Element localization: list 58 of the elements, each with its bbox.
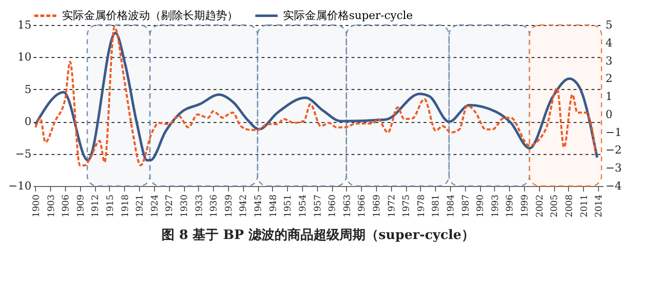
x-tick-label: 1981 (432, 194, 442, 218)
x-tick-label: 1939 (224, 194, 234, 218)
x-tick-label: 1993 (490, 194, 501, 218)
x-tick-label: 1996 (506, 194, 516, 218)
x-tick-label: 1975 (402, 194, 412, 218)
x-tick-label: 1900 (32, 194, 42, 218)
y-tick-label: 5 (24, 82, 32, 96)
text: 图 8 基于 BP 滤波的商品超级周期（super-cycle） (162, 226, 474, 243)
x-tick-label: 1984 (446, 194, 457, 218)
x-tick-label: 1933 (194, 194, 205, 218)
x-tick-label: 1951 (284, 194, 294, 218)
x-tick-label: 1978 (416, 194, 427, 218)
y2-tick-label: 2 (606, 72, 612, 86)
x-tick-label: 1960 (328, 194, 338, 218)
x-tick-label: 1954 (298, 194, 308, 218)
x-tick-label: 1942 (239, 194, 250, 218)
y2-tick-label: 3 (606, 54, 612, 68)
x-tick-label: 1969 (372, 194, 382, 218)
y-tick-label: −10 (8, 180, 32, 192)
x-tick-label: 1945 (254, 194, 264, 218)
x-tick-label: 1990 (476, 194, 486, 218)
x-tick-label: 1918 (120, 194, 131, 218)
x-tick-label: 1948 (268, 194, 279, 218)
legend-label: 实际金属价格波动（剔除长期趋势） (62, 8, 238, 22)
x-tick-label: 1999 (520, 194, 531, 218)
x-tick-label: 1915 (106, 194, 116, 218)
x-tick-label: 1921 (136, 194, 146, 218)
x-tick-label: 1930 (180, 194, 190, 218)
x-tick-label: 1906 (62, 194, 72, 218)
x-tick-label: 2002 (535, 194, 546, 218)
y2-tick-label: 5 (606, 18, 612, 32)
y-tick-label: 10 (18, 50, 32, 64)
x-tick-label: 1927 (165, 194, 176, 218)
y2-tick-label: −1 (606, 126, 622, 139)
x-tick-label: 2008 (564, 194, 575, 218)
x-tick-label: 1963 (342, 194, 353, 218)
y2-tick-label: −3 (606, 162, 622, 175)
x-tick-label: 1972 (387, 194, 398, 218)
x-tick-label: 1987 (461, 194, 472, 218)
legend-label: 实际金属价格super-cycle (283, 8, 413, 22)
y2-tick-label: 4 (606, 36, 612, 50)
x-tick-label: 1924 (150, 194, 160, 218)
x-tick-label: 1936 (210, 194, 220, 218)
x-tick-label: 2014 (594, 194, 605, 218)
x-tick-label: 1957 (313, 194, 324, 218)
y2-tick-label: 0 (606, 108, 612, 121)
x-tick-label: 2005 (550, 194, 560, 218)
y-tick-label: 15 (18, 18, 32, 32)
x-tick-label: 1966 (358, 194, 368, 218)
y2-tick-label: −2 (606, 144, 622, 157)
x-tick-label: 1912 (91, 194, 102, 218)
x-tick-label: 1903 (46, 194, 57, 218)
y2-tick-label: 1 (606, 90, 612, 104)
y-tick-label: 0 (24, 115, 32, 128)
y2-tick-label: −4 (606, 180, 622, 192)
y-tick-label: −5 (15, 147, 32, 160)
x-tick-label: 1909 (76, 194, 86, 218)
x-tick-label: 2011 (580, 194, 590, 218)
